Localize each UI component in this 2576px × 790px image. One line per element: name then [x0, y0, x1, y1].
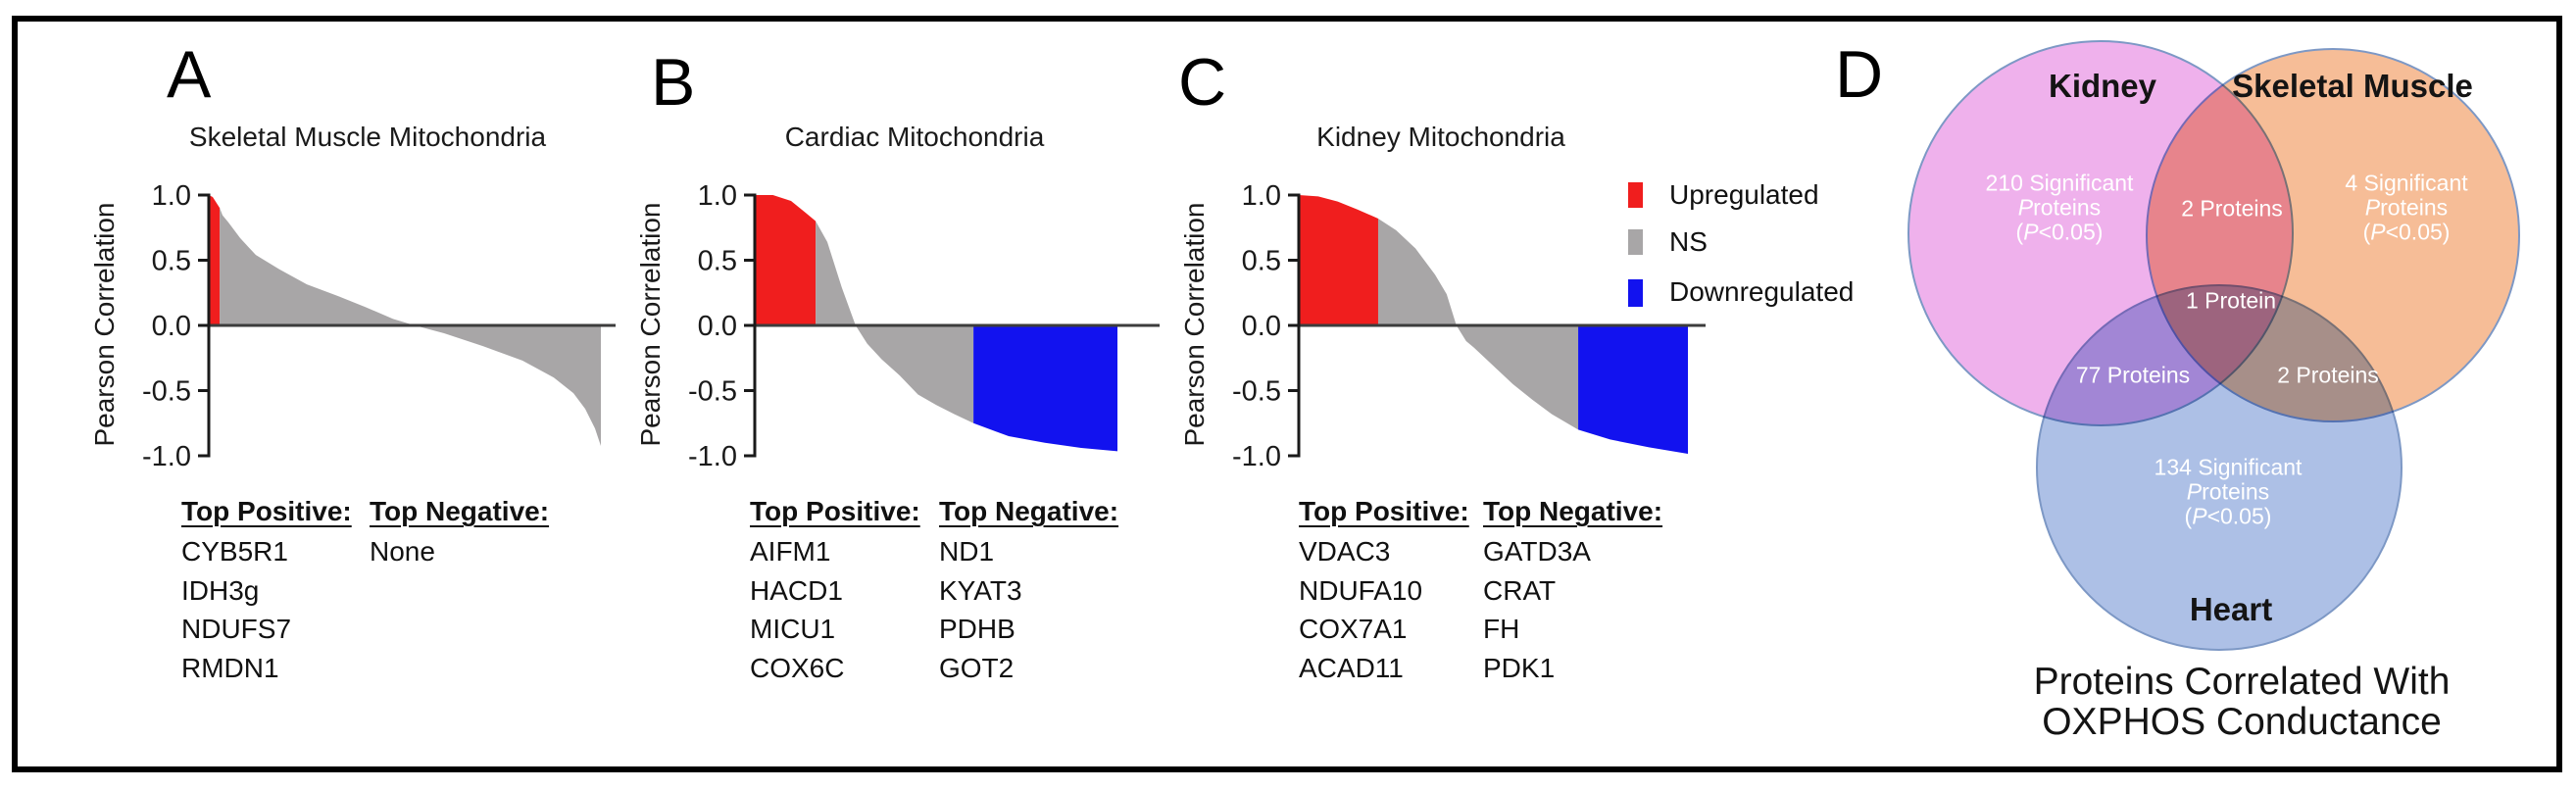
waterfall-segment-ns: [816, 221, 974, 423]
venn-circle-heart: [2036, 284, 2403, 651]
panel-letter-a: A: [167, 37, 212, 112]
top-positive-header-a: Top Positive:: [181, 496, 352, 526]
top-negative-header-c: Top Negative:: [1483, 496, 1663, 526]
y-axis-label-a: Pearson Correlation: [89, 202, 120, 447]
panel-letter-c: C: [1178, 45, 1227, 120]
y-axis-tick-label: -0.5: [142, 376, 191, 408]
panel-letter-b: B: [651, 45, 696, 120]
gene-item: NDUFS7: [181, 614, 292, 644]
y-axis-tick-label: 0.0: [152, 311, 191, 342]
y-axis-tick-label: 1.0: [698, 180, 737, 212]
venn-count-heart: 134 Significant Proteins (P<0.05): [2154, 454, 2303, 529]
top-negative-header-a: Top Negative:: [370, 496, 550, 526]
venn-overlap-all-three: 1 Protein: [2185, 287, 2277, 314]
gene-item: NDUFA10: [1299, 574, 1423, 606]
venn-set-label-skeletal-muscle: Skeletal Muscle: [2232, 68, 2473, 104]
panel-letter-d: D: [1835, 37, 1884, 112]
gene-item: IDH3g: [181, 574, 260, 606]
gene-item: GATD3A: [1483, 536, 1591, 567]
venn-set-label-kidney: Kidney: [2048, 68, 2157, 104]
gene-item: ACAD11: [1299, 652, 1404, 683]
top-positive-list-a: CYB5R1 IDH3g NDUFS7 RMDN1: [181, 532, 291, 687]
top-negative-list-b: ND1 KYAT3 PDHB GOT2: [939, 532, 1022, 687]
gene-item: VDAC3: [1299, 536, 1391, 567]
legend-swatch-ns: [1628, 229, 1643, 255]
gene-item: CRAT: [1483, 574, 1557, 606]
top-negative-list-c: GATD3A CRAT FH PDK1: [1483, 532, 1591, 687]
venn-overlap-skeletal-muscle-heart: 2 Proteins: [2277, 362, 2379, 388]
y-axis-label-c: Pearson Correlation: [1179, 202, 1210, 447]
y-axis-tick-label: 0.5: [152, 246, 191, 277]
y-axis-tick-label: 0.5: [698, 246, 737, 277]
venn-set-label-heart: Heart: [2189, 591, 2273, 627]
legend-label-downregulated: Downregulated: [1669, 276, 1855, 307]
gene-item: HACD1: [750, 574, 843, 606]
y-axis-tick-label: -1.0: [142, 441, 191, 472]
chart-title-cardiac: Cardiac Mitochondria: [784, 122, 1045, 152]
gene-item: COX7A1: [1299, 614, 1408, 644]
y-axis-tick-label: -0.5: [688, 376, 737, 408]
gene-item: ND1: [939, 536, 995, 567]
gene-item: PDK1: [1483, 652, 1556, 683]
y-axis-tick-label: 1.0: [1242, 180, 1281, 212]
gene-item: RMDN1: [181, 652, 279, 683]
venn-caption-line-2: OXPHOS Conductance: [2042, 701, 2442, 743]
legend-label-ns: NS: [1669, 226, 1708, 257]
waterfall-segment-downregulated: [1578, 325, 1688, 455]
waterfall-segment-downregulated: [973, 325, 1117, 452]
waterfall-chart-cardiac: 1.0 0.5 0.0 -0.5 -1.0: [688, 180, 1160, 472]
waterfall-segment-upregulated: [755, 195, 817, 325]
gene-item: CYB5R1: [181, 536, 288, 567]
venn-overlap-kidney-heart: 77 Proteins: [2075, 362, 2191, 388]
waterfall-chart-kidney: 1.0 0.5 0.0 -0.5 -1.0: [1232, 180, 1706, 472]
legend-label-upregulated: Upregulated: [1669, 179, 1819, 210]
legend-swatch-downregulated: [1628, 279, 1643, 307]
y-axis-tick-label: -0.5: [1232, 376, 1281, 408]
gene-item: COX6C: [750, 652, 845, 683]
waterfall-segment-ns: [220, 208, 601, 447]
gene-item: MICU1: [750, 614, 836, 644]
top-negative-list-a: None: [370, 532, 435, 571]
y-axis-label-b: Pearson Correlation: [635, 202, 666, 447]
venn-caption-line-1: Proteins Correlated With: [2033, 661, 2451, 703]
top-negative-header-b: Top Negative:: [939, 496, 1119, 526]
y-axis-tick-label: 0.0: [1242, 311, 1281, 342]
y-axis-tick-label: -1.0: [688, 441, 737, 472]
venn-count-kidney: 210 Significant Proteins (P<0.05): [1985, 170, 2134, 245]
gene-item: FH: [1483, 614, 1520, 644]
venn-count-skeletal-muscle: 4 Significant Proteins (P<0.05): [2345, 170, 2468, 245]
top-positive-header-c: Top Positive:: [1299, 496, 1469, 526]
y-axis-tick-label: 0.5: [1242, 246, 1281, 277]
venn-overlap-kidney-skeletal-muscle: 2 Proteins: [2181, 195, 2283, 222]
chart-title-kidney: Kidney Mitochondria: [1316, 122, 1565, 152]
legend-swatch-upregulated: [1628, 182, 1643, 208]
gene-item: AIFM1: [750, 536, 831, 567]
gene-item: None: [370, 536, 435, 567]
top-positive-header-b: Top Positive:: [750, 496, 920, 526]
top-positive-list-b: AIFM1 HACD1 MICU1 COX6C: [750, 532, 844, 687]
y-axis-tick-label: 0.0: [698, 311, 737, 342]
y-axis-tick-label: 1.0: [152, 180, 191, 212]
gene-item: GOT2: [939, 652, 1015, 683]
waterfall-segment-upregulated: [209, 195, 221, 325]
y-axis-tick-label: -1.0: [1232, 441, 1281, 472]
venn-diagram: [1907, 40, 2520, 651]
gene-item: PDHB: [939, 614, 1016, 644]
gene-item: KYAT3: [939, 574, 1022, 606]
waterfall-segment-ns: [1377, 218, 1579, 430]
waterfall-chart-skeletal-muscle: 1.0 0.5 0.0 -0.5 -1.0: [142, 180, 616, 472]
waterfall-segment-upregulated: [1299, 195, 1378, 325]
top-positive-list-c: VDAC3 NDUFA10 COX7A1 ACAD11: [1299, 532, 1422, 687]
chart-title-skeletal-muscle: Skeletal Muscle Mitochondria: [188, 122, 547, 152]
